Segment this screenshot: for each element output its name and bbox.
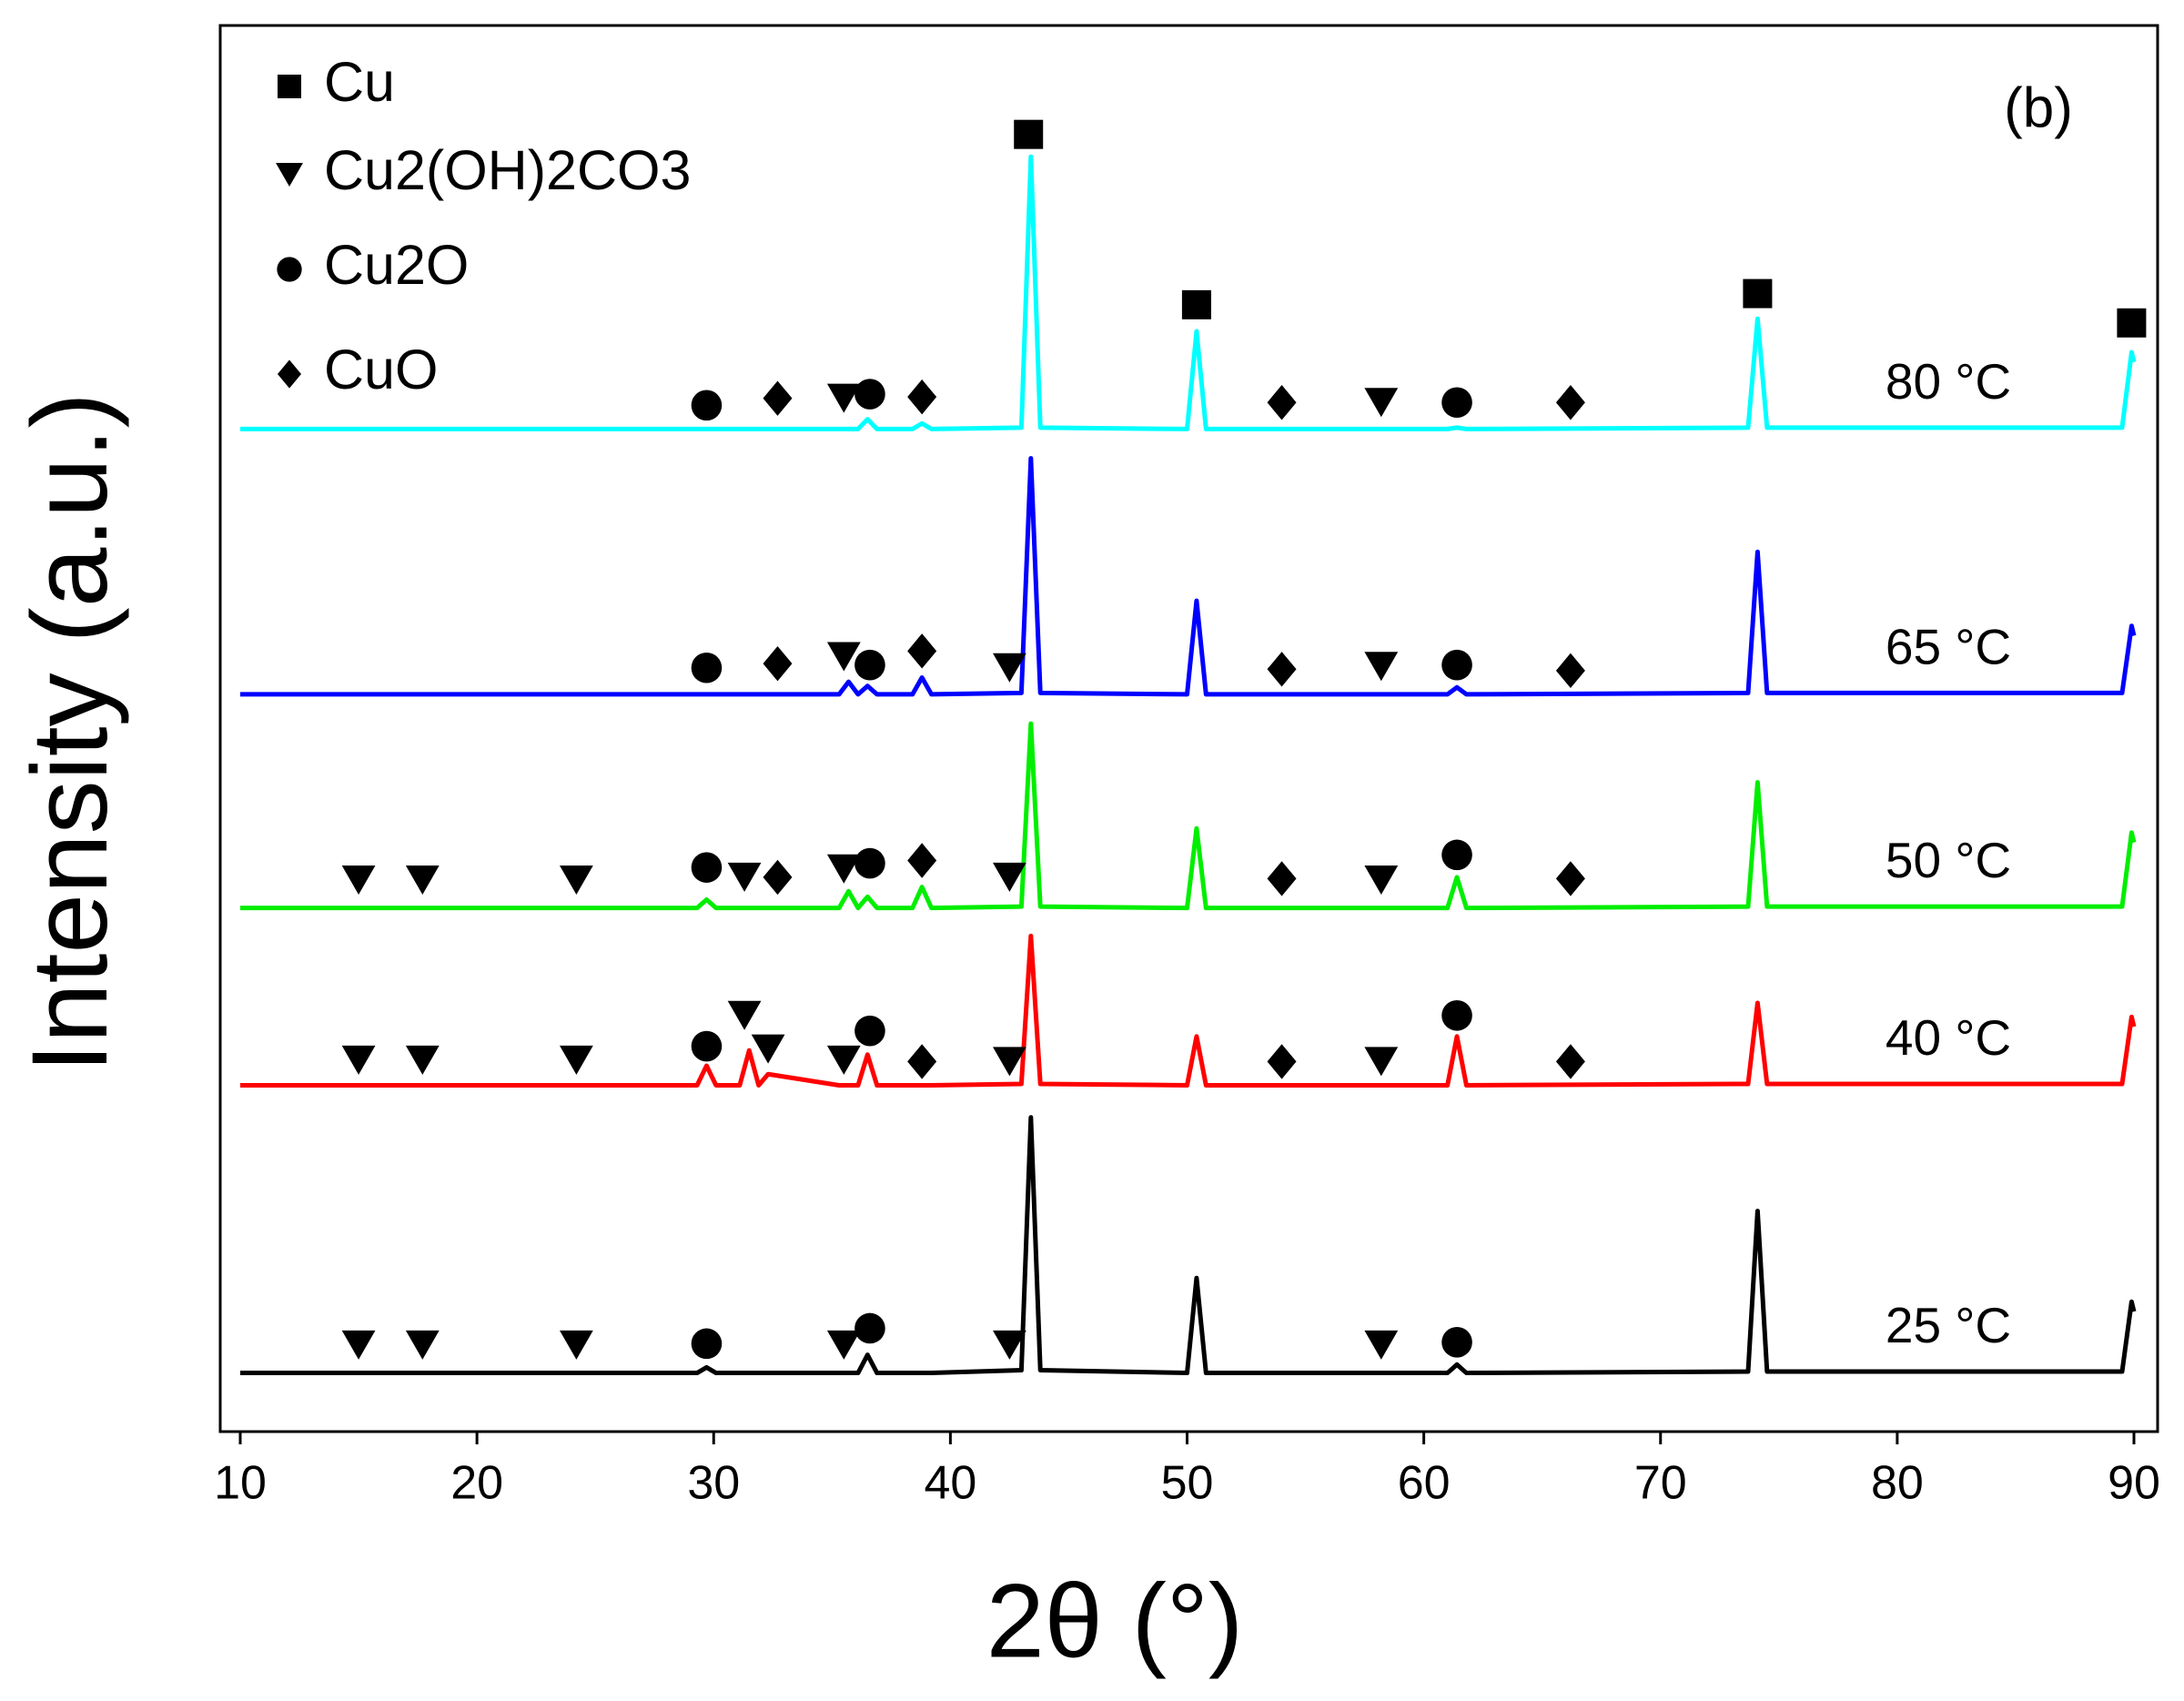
circle-marker [691, 852, 723, 883]
legend-label: Cu2O [324, 234, 469, 296]
legend-symbol [278, 359, 301, 389]
diamond-marker [907, 1044, 937, 1079]
legend-label: CuO [324, 339, 438, 400]
triangle-marker [727, 1000, 762, 1030]
square-marker [1743, 278, 1773, 309]
diamond-marker [907, 843, 937, 878]
triangle-marker [341, 1330, 376, 1360]
triangle-marker [826, 1045, 861, 1075]
triangle-marker [826, 383, 861, 413]
diamond-marker [1267, 861, 1297, 896]
legend-symbol [277, 257, 302, 282]
xrd-curve [240, 721, 2137, 911]
square-marker [2117, 308, 2147, 338]
triangle-marker [993, 653, 1026, 683]
triangle-marker [405, 1330, 440, 1360]
triangle-marker [559, 865, 593, 895]
xrd-curve [240, 456, 2137, 697]
triangle-marker [1364, 652, 1399, 682]
triangle-marker [559, 1330, 593, 1360]
circle-marker [691, 390, 723, 421]
xrd-curve [240, 933, 2137, 1088]
plot-frame [218, 24, 2159, 1433]
x-tick-label: 80 [1871, 1457, 1924, 1510]
square-marker [1181, 289, 1211, 319]
triangle-marker [727, 862, 762, 892]
triangle-marker [826, 1330, 861, 1360]
xrd-curve [240, 154, 2137, 431]
diamond-marker [1555, 385, 1585, 420]
x-tick-label: 30 [687, 1457, 740, 1510]
triangle-marker [405, 1045, 440, 1075]
series-label: 40 °C [1886, 1009, 2011, 1066]
x-tick-label: 90 [2108, 1457, 2160, 1510]
circle-marker [854, 649, 885, 681]
diamond-marker [1267, 652, 1297, 687]
x-axis-label: 2θ (°) [986, 1563, 1243, 1679]
y-axis-label: Intensity (a.u.) [10, 392, 130, 1073]
triangle-marker [751, 1034, 785, 1064]
triangle-marker [1364, 388, 1399, 418]
triangle-marker [826, 854, 861, 884]
triangle-marker [1364, 865, 1399, 895]
circle-marker [691, 1328, 723, 1360]
triangle-marker [993, 1047, 1026, 1077]
triangle-marker [993, 1330, 1026, 1360]
circle-marker [1441, 387, 1472, 419]
circle-marker [1441, 649, 1472, 681]
x-tick-label: 60 [1398, 1457, 1451, 1510]
triangle-marker [1364, 1047, 1399, 1077]
xrd-curve [240, 1115, 2137, 1376]
triangle-marker [993, 862, 1026, 892]
x-tick-label: 50 [1161, 1457, 1214, 1510]
triangle-marker [341, 865, 376, 895]
x-tick-label: 70 [1634, 1457, 1687, 1510]
series-label: 65 °C [1886, 618, 2011, 674]
diamond-marker [763, 645, 793, 682]
diamond-marker [907, 379, 937, 415]
triangle-marker [341, 1045, 376, 1075]
diamond-marker [1267, 385, 1297, 420]
x-tick-label: 10 [214, 1457, 267, 1510]
circle-marker [854, 847, 885, 879]
diamond-marker [1555, 653, 1585, 689]
x-tick-label: 40 [924, 1457, 976, 1510]
diamond-marker [907, 633, 937, 669]
circle-marker [854, 1312, 885, 1344]
diamond-marker [1555, 861, 1585, 896]
legend-symbol [278, 75, 301, 98]
triangle-marker [405, 865, 440, 895]
circle-marker [854, 379, 885, 410]
diamond-marker [1267, 1044, 1297, 1079]
circle-marker [1441, 1327, 1472, 1358]
diamond-marker [1555, 1044, 1585, 1079]
series-label: 80 °C [1886, 353, 2011, 410]
legend-label: Cu2(OH)2CO3 [324, 139, 691, 201]
x-tick-label: 20 [450, 1457, 503, 1510]
circle-marker [1441, 839, 1472, 871]
panel-label: (b) [2004, 76, 2073, 139]
triangle-marker [559, 1045, 593, 1075]
diamond-marker [763, 859, 793, 896]
legend-symbol [276, 163, 303, 187]
square-marker [1014, 119, 1044, 149]
circle-marker [691, 652, 723, 683]
series-label: 50 °C [1886, 832, 2011, 888]
circle-marker [854, 1015, 885, 1047]
diamond-marker [763, 380, 793, 416]
legend-label: Cu [324, 51, 395, 113]
circle-marker [691, 1030, 723, 1062]
triangle-marker [1364, 1330, 1399, 1360]
series-label: 25 °C [1886, 1297, 2011, 1353]
triangle-marker [826, 642, 861, 672]
circle-marker [1441, 999, 1472, 1031]
